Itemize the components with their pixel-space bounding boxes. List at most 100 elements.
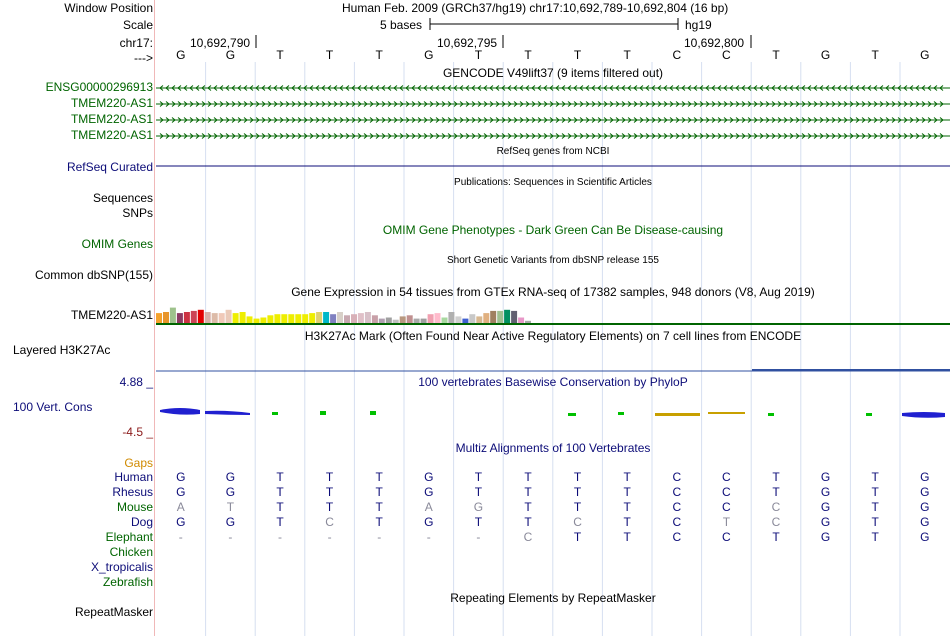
- alignment-base: G: [176, 470, 186, 484]
- phylop-signal: [160, 408, 945, 418]
- alignment-base: C: [672, 485, 682, 499]
- alignment-base: C: [672, 515, 682, 529]
- gtex-tissue-bar: [497, 310, 504, 323]
- phylop-gold-1: [655, 413, 700, 416]
- phylop-positive-4: [568, 413, 576, 416]
- gtex-tissue-bar: [295, 314, 302, 323]
- gtex-tissue-bar: [337, 312, 343, 323]
- reference-base: C: [672, 48, 682, 62]
- species-label[interactable]: Zebrafish: [102, 575, 153, 589]
- dbsnp-label[interactable]: Common dbSNP(155): [34, 268, 153, 282]
- repeatmasker-label[interactable]: RepeatMasker: [74, 605, 153, 619]
- alignment-base: T: [276, 485, 284, 499]
- gtex-tissue-bar: [357, 313, 364, 323]
- gene-label[interactable]: ENSG00000296913: [45, 80, 153, 94]
- gaps-label[interactable]: Gaps: [124, 456, 153, 470]
- gtex-tissue-bar: [511, 310, 518, 323]
- dbsnp-title: Short Genetic Variants from dbSNP releas…: [447, 255, 659, 266]
- gtex-tissue-bar: [281, 314, 288, 323]
- gene-strand-chevrons: [159, 101, 944, 107]
- alignment-base: -: [178, 530, 183, 544]
- base-gridlines: [205, 62, 901, 636]
- alignment-base: G: [176, 485, 186, 499]
- alignment-base: C: [672, 470, 682, 484]
- gtex-tissue-bar: [378, 318, 385, 323]
- gtex-tissue-bar: [288, 314, 295, 323]
- gtex-tissue-bar: [392, 319, 399, 323]
- alignment-base: T: [573, 470, 582, 484]
- alignment-base: A: [424, 500, 433, 514]
- reference-base: T: [871, 48, 879, 62]
- reference-base: T: [325, 48, 334, 62]
- phylop-title: 100 vertebrates Basewise Conservation by…: [418, 375, 688, 389]
- publications-label[interactable]: Sequences: [92, 191, 153, 205]
- alignment-base: A: [176, 500, 185, 514]
- gtex-tissue-bar: [316, 312, 323, 323]
- alignment-base: T: [276, 500, 284, 514]
- reference-base: G: [820, 48, 831, 62]
- species-label[interactable]: Mouse: [116, 500, 153, 514]
- species-label[interactable]: Dog: [130, 515, 153, 529]
- tick-label: 10,692,790: [190, 36, 251, 50]
- refseq-title: RefSeq genes from NCBI: [496, 146, 610, 157]
- phylop-label[interactable]: 100 Vert. Cons: [13, 400, 93, 414]
- species-label[interactable]: Human: [114, 470, 153, 484]
- species-label[interactable]: Chicken: [109, 545, 153, 559]
- alignment-base: G: [820, 515, 831, 529]
- alignment-base: -: [476, 530, 481, 544]
- reference-base: T: [524, 48, 532, 62]
- alignment-base: T: [226, 500, 235, 514]
- gtex-tissue-bar: [246, 316, 253, 323]
- reference-base: G: [920, 48, 930, 62]
- alignment-base: G: [920, 485, 930, 499]
- alignment-base: T: [871, 470, 879, 484]
- alignment-base: T: [722, 515, 731, 529]
- alignment-base: G: [820, 485, 831, 499]
- alignment-base: G: [920, 530, 930, 544]
- alignment-base: T: [524, 515, 532, 529]
- gtex-label[interactable]: TMEM220-AS1: [70, 308, 153, 322]
- strand-label: --->: [134, 51, 153, 65]
- gtex-tissue-bar: [441, 317, 448, 323]
- assembly-position[interactable]: Human Feb. 2009 (GRCh37/hg19) chr17:10,6…: [342, 1, 729, 15]
- publications-label[interactable]: SNPs: [122, 206, 153, 220]
- alignment-base: G: [225, 515, 236, 529]
- species-label[interactable]: X_tropicalis: [90, 560, 153, 574]
- reference-base: T: [772, 48, 780, 62]
- gtex-tissue-bar: [518, 317, 525, 323]
- alignment-base: C: [722, 470, 731, 484]
- gene-label[interactable]: TMEM220-AS1: [70, 96, 153, 110]
- alignment-base: T: [573, 500, 582, 514]
- refseq-label[interactable]: RefSeq Curated: [66, 160, 153, 174]
- gene-label[interactable]: TMEM220-AS1: [70, 112, 153, 126]
- h3k27ac-label[interactable]: Layered H3K27Ac: [13, 343, 111, 357]
- alignment-base: C: [672, 530, 682, 544]
- reference-base: G: [176, 48, 186, 62]
- gtex-bars: [156, 307, 531, 323]
- alignment-base: G: [920, 470, 930, 484]
- scale-assembly: hg19: [685, 18, 712, 32]
- gtex-tissue-bar: [330, 314, 337, 323]
- alignment-base: C: [722, 485, 731, 499]
- gene-label[interactable]: TMEM220-AS1: [70, 128, 153, 142]
- alignment-base: G: [424, 515, 434, 529]
- species-label[interactable]: Elephant: [105, 530, 153, 544]
- alignment-base: C: [325, 515, 334, 529]
- gencode-title: GENCODE V49lift37 (9 items filtered out): [442, 66, 664, 80]
- phylop-negative-1: [160, 408, 200, 415]
- tick-label: 10,692,795: [437, 36, 498, 50]
- alignment-base: T: [623, 515, 631, 529]
- phylop-max-label: 4.88 _: [119, 375, 153, 389]
- alignment-base: T: [524, 500, 532, 514]
- alignment-base: C: [523, 530, 533, 544]
- alignment-base: -: [426, 530, 431, 544]
- gtex-tissue-bar: [448, 312, 455, 323]
- species-label[interactable]: Rhesus: [112, 485, 153, 499]
- gtex-tissue-bar: [399, 316, 406, 323]
- gtex-tissue-bar: [490, 310, 497, 323]
- gene-strand-chevrons: [159, 85, 944, 91]
- alignment-base: G: [424, 485, 434, 499]
- alignment-base: T: [623, 470, 631, 484]
- omim-label[interactable]: OMIM Genes: [81, 237, 153, 251]
